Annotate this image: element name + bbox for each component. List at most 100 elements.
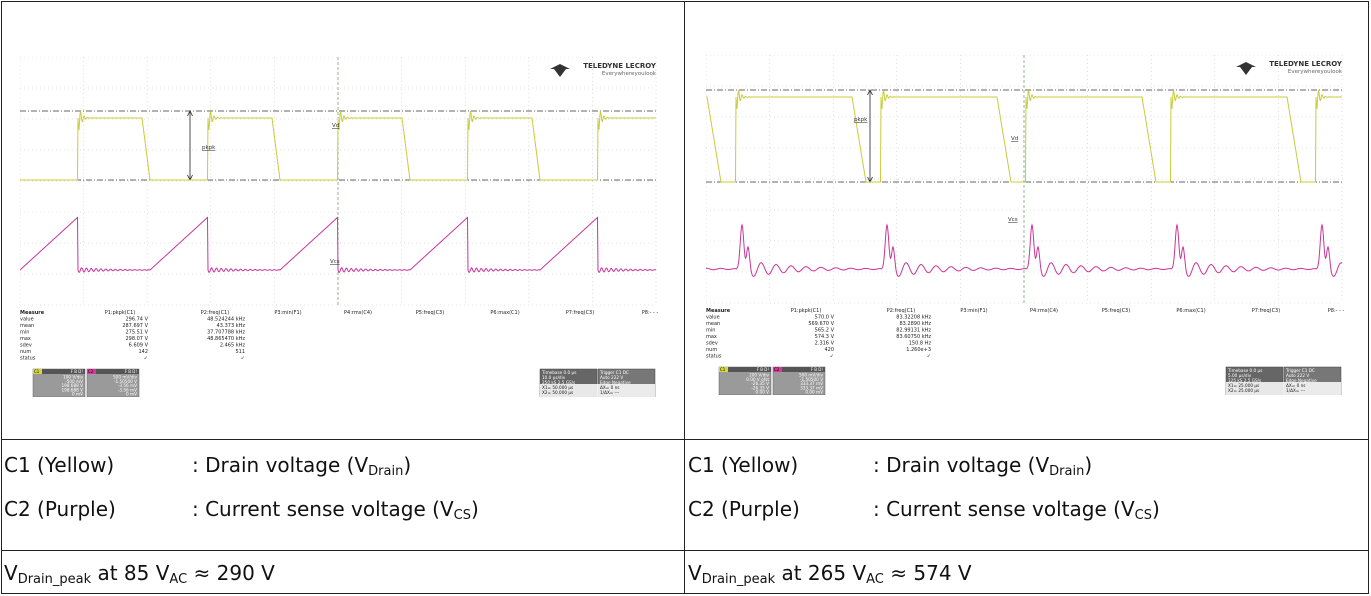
measure-value: 2.316 V <box>815 341 835 347</box>
peak-summary: VDrain_peak at 265 VAC ≈ 574 V <box>688 561 972 585</box>
measure-header: Measure <box>20 310 45 316</box>
measure-value: ✓ <box>241 356 245 362</box>
screen-background <box>20 57 666 397</box>
subscript: CS <box>454 508 471 523</box>
measure-value: 298.07 V <box>125 336 148 342</box>
measure-value: 150.8 Hz <box>909 341 932 347</box>
text: V <box>688 561 702 585</box>
measure-value: 570.0 V <box>815 315 835 321</box>
channel-flags: F B D! <box>71 369 83 374</box>
measure-value: 565.2 V <box>815 328 835 334</box>
measure-label: value <box>20 317 34 323</box>
measure-header: P6:max(C1) <box>1176 308 1205 314</box>
channel-name: C2 <box>88 369 94 374</box>
measure-header: P7:freq(C3) <box>1252 308 1280 314</box>
measure-header: P2:freq(C1) <box>887 308 915 314</box>
measure-value: 6.609 V <box>129 343 149 349</box>
oscilloscope-screenshot: TELEDYNE LECROYEverywhereyoulookpkpkVdVc… <box>20 57 666 397</box>
measure-value: 2.465 kHz <box>220 343 246 349</box>
channel-setting: 0 mV <box>72 392 83 397</box>
text: : Current sense voltage (V <box>873 497 1135 521</box>
caption-description: : Current sense voltage (VCS) <box>873 497 1160 521</box>
measure-header: P4:rms(C4) <box>344 310 372 316</box>
channel-setting: 0.00 mV <box>805 390 823 395</box>
trace-label: pkpk <box>854 117 868 123</box>
cursor-readout: X2= 50.000 µs <box>542 390 573 395</box>
text: ≈ 290 V <box>187 561 275 585</box>
logo-tagline: Everywhereyoulook <box>602 71 657 77</box>
caption-label: C2 (Purple) <box>688 497 800 521</box>
subscript: CS <box>1135 508 1152 523</box>
measure-label: min <box>20 330 29 336</box>
cursor-readout: X2= 25.000 µs <box>1228 388 1259 393</box>
measure-header: Measure <box>706 308 731 314</box>
measure-header: P8:- - - <box>1328 308 1345 314</box>
measure-value: 420 <box>824 347 834 353</box>
measure-label: sdev <box>20 343 32 349</box>
measure-header: P5:freq(C3) <box>1102 308 1130 314</box>
trace-label: Vcs <box>1008 217 1018 223</box>
measure-value: 83.2890 kHz <box>899 321 931 327</box>
subscript: Drain_peak <box>702 572 775 587</box>
subscript: Drain_peak <box>18 572 91 587</box>
caption-description: : Current sense voltage (VCS) <box>192 497 479 521</box>
measure-label: num <box>20 349 31 355</box>
measure-header: P3:min(F1) <box>274 310 301 316</box>
measure-value: 37.707788 kHz <box>207 330 245 336</box>
measure-value: 1.260e+3 <box>906 347 931 353</box>
measure-header: P6:max(C1) <box>490 310 519 316</box>
measure-label: mean <box>20 323 34 329</box>
trace-label: Vd <box>332 123 339 129</box>
channel-name: C2 <box>774 367 780 372</box>
text: at 85 V <box>91 561 169 585</box>
subscript: AC <box>169 572 187 587</box>
channel-setting: 0 mV <box>126 392 137 397</box>
caption-description: : Drain voltage (VDrain) <box>873 453 1092 477</box>
measure-value: 82.99131 kHz <box>896 328 931 334</box>
channel-setting: 0.00 V <box>755 390 769 395</box>
text: ) <box>1084 453 1092 477</box>
measure-header: P1:pkpk(C1) <box>105 310 136 316</box>
measure-header: P5:freq(C3) <box>416 310 444 316</box>
subscript: AC <box>866 572 884 587</box>
measure-value: 511 <box>235 349 245 355</box>
measure-label: max <box>20 336 31 342</box>
oscilloscope-screenshot: TELEDYNE LECROYEverywhereyoulookpkpkVdVc… <box>706 55 1352 395</box>
measure-label: mean <box>706 321 720 327</box>
caption-label: C1 (Yellow) <box>688 453 798 477</box>
channel-flags: F B D! <box>811 367 823 372</box>
trace-label: Vcs <box>330 259 340 265</box>
cursor-readout: 1/ΔX= --- <box>600 390 620 395</box>
screen-background <box>706 55 1352 395</box>
measure-value: ✓ <box>144 356 148 362</box>
measure-label: min <box>706 328 715 334</box>
channel-flags: F B D! <box>757 367 769 372</box>
subscript: Drain <box>368 464 403 479</box>
text: ) <box>1152 497 1160 521</box>
logo-tagline: Everywhereyoulook <box>1288 69 1343 75</box>
text: : Drain voltage (V <box>192 453 368 477</box>
text: at 265 V <box>775 561 866 585</box>
measure-value: 275.51 V <box>125 330 148 336</box>
measure-value: 296.74 V <box>125 317 148 323</box>
measure-label: max <box>706 334 717 340</box>
measure-label: status <box>20 356 36 362</box>
caption-description: : Drain voltage (VDrain) <box>192 453 411 477</box>
peak-summary: VDrain_peak at 85 VAC ≈ 290 V <box>4 561 275 585</box>
channel-flags: F B D! <box>125 369 137 374</box>
logo: TELEDYNE LECROY <box>583 62 657 70</box>
column-divider <box>684 1 685 594</box>
measure-label: value <box>706 315 720 321</box>
text: ≈ 574 V <box>884 561 972 585</box>
caption-label: C2 (Purple) <box>4 497 116 521</box>
caption-label: C1 (Yellow) <box>4 453 114 477</box>
text: : Current sense voltage (V <box>192 497 454 521</box>
row-divider <box>1 550 1369 551</box>
measure-label: sdev <box>706 341 718 347</box>
measure-value: 569.670 V <box>808 321 834 327</box>
page: TELEDYNE LECROYEverywhereyoulookpkpkVdVc… <box>0 0 1371 596</box>
measure-value: 142 <box>138 349 148 355</box>
measure-value: ✓ <box>927 354 931 360</box>
channel-name: C1 <box>720 367 726 372</box>
measure-value: 48.524244 kHz <box>207 317 245 323</box>
